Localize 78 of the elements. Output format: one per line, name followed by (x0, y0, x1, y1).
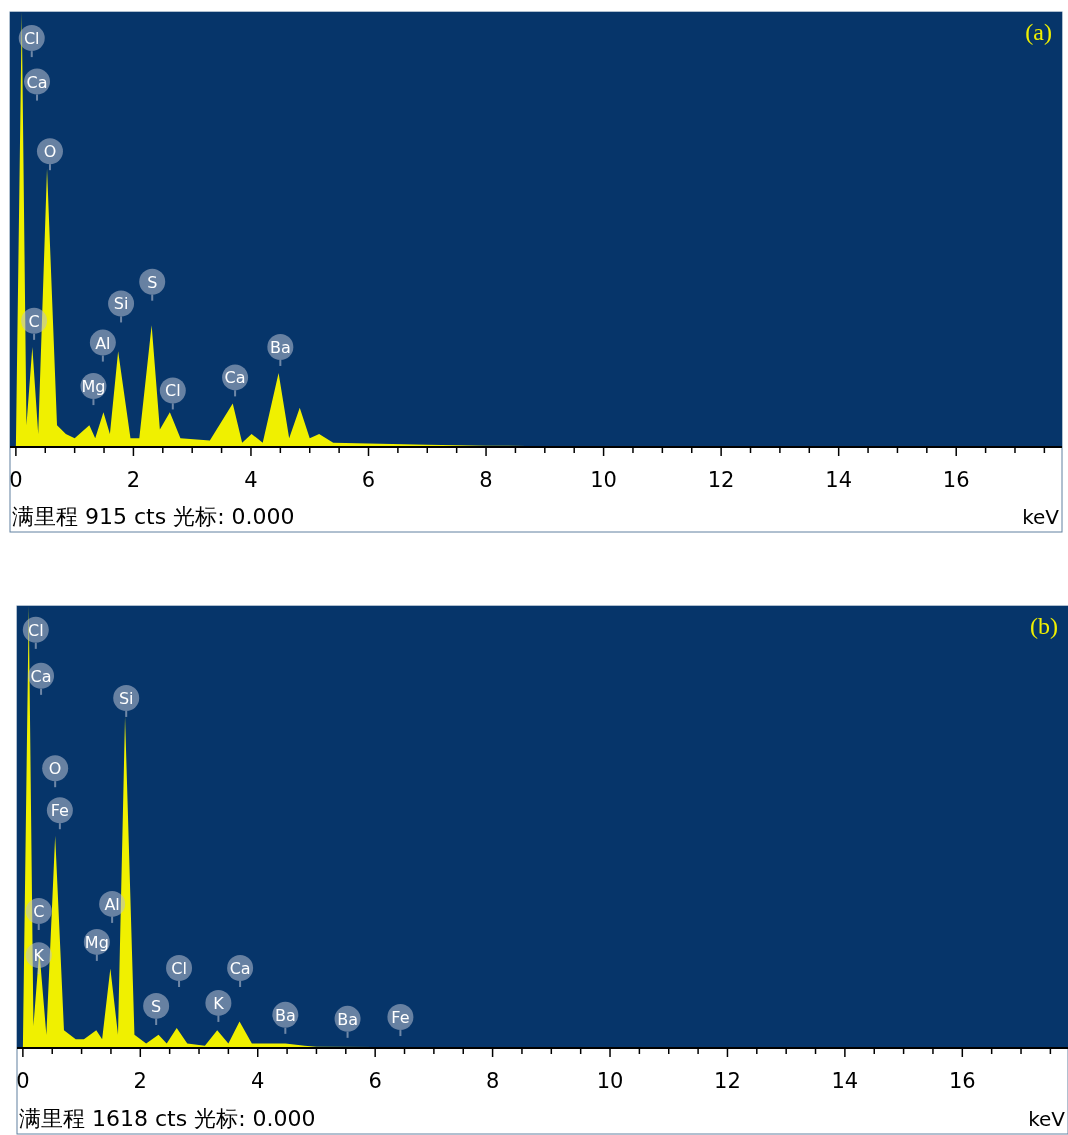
annotation: Ca (229, 959, 251, 978)
x-tick-label: 12 (707, 468, 735, 492)
peak-label: Cl (159, 377, 186, 411)
x-tick-label: 16 (942, 468, 970, 492)
peak-label: Fe (387, 1004, 414, 1038)
peak-label: Al (89, 329, 116, 363)
annotation: Si (118, 688, 134, 708)
peak-label: Si (113, 684, 140, 718)
annotation: Cl (23, 29, 40, 49)
peak-label: O (42, 755, 69, 789)
peak-label: Cl (22, 616, 49, 650)
x-tick-label: 6 (361, 468, 376, 492)
peak-label: Ba (267, 333, 294, 367)
annotation: Cl (164, 381, 181, 401)
peak-label: Al (99, 890, 126, 924)
annotation: Si (113, 294, 129, 314)
x-tick-label: 8 (485, 1069, 500, 1093)
peak-label: S (143, 993, 170, 1026)
annotation: K (213, 993, 225, 1013)
x-tick-label: 6 (368, 1069, 382, 1093)
peak-label: Si (108, 290, 135, 324)
annotation: O (48, 759, 62, 779)
text: 满里程 1618 cts 光标: 0.000 (19, 1106, 316, 1131)
peak-label: Mg (80, 373, 107, 407)
annotation: Cl (27, 620, 44, 640)
x-tick-label: 8 (479, 468, 493, 492)
peak-label: Mg (83, 928, 110, 962)
peak-label: O (36, 138, 63, 172)
x-tick-label: 16 (948, 1069, 976, 1093)
annotation: Ba (269, 337, 291, 357)
x-tick-label: 0 (16, 1069, 30, 1093)
annotation: C (28, 311, 40, 331)
annotation: C (33, 901, 45, 921)
peak-label: K (25, 942, 52, 976)
annotation: S (147, 272, 158, 292)
x-tick-label: 2 (133, 1069, 147, 1093)
annotation: K (33, 946, 45, 966)
annotation: Ba (337, 1009, 358, 1029)
x-axis-title: keV (1022, 505, 1060, 529)
annotation: Ca (26, 72, 48, 92)
peak-label: S (139, 268, 166, 302)
peak-label: Ca (28, 662, 55, 696)
annotation: Ca (224, 368, 246, 388)
x-axis-title: keV (1028, 1107, 1066, 1131)
x-tick-label: 14 (831, 1069, 859, 1093)
annotation: Ca (30, 666, 52, 686)
peak-label: Cl (166, 955, 193, 988)
x-tick-label: 12 (714, 1069, 741, 1093)
annotation: Al (95, 333, 111, 353)
peak-label: Cl (18, 25, 45, 59)
chart-title: (a) (1025, 19, 1052, 45)
x-tick-label: 0 (9, 468, 23, 492)
annotation: Ba (274, 1005, 296, 1025)
x-tick-label: 4 (244, 468, 258, 492)
annotation: Mg (84, 932, 109, 952)
annotation: Fe (50, 801, 69, 821)
peak-label: Ca (24, 68, 51, 102)
peak-label: Ba (272, 1001, 299, 1035)
annotation: S (151, 997, 162, 1017)
annotation: O (43, 142, 57, 162)
chart-title: (b) (1030, 613, 1058, 639)
peak-label: C (21, 307, 48, 341)
x-tick-label: 10 (590, 468, 617, 492)
peak-label: Ca (227, 955, 254, 988)
text: 满里程 915 cts 光标: 0.000 (12, 504, 295, 529)
peak-label: Fe (46, 797, 73, 831)
x-tick-label: 4 (251, 1069, 265, 1093)
peak-label: K (205, 989, 232, 1023)
x-tick-label: 10 (596, 1069, 624, 1093)
x-tick-label: 2 (126, 468, 141, 492)
peak-label: Ca (222, 364, 249, 398)
peak-label: C (25, 898, 52, 931)
x-tick-label: 14 (825, 468, 853, 492)
annotation: Fe (391, 1008, 410, 1028)
annotation: Mg (81, 377, 106, 397)
annotation: Al (104, 894, 120, 914)
peak-label: Ba (334, 1005, 361, 1039)
annotation: Cl (171, 959, 187, 978)
